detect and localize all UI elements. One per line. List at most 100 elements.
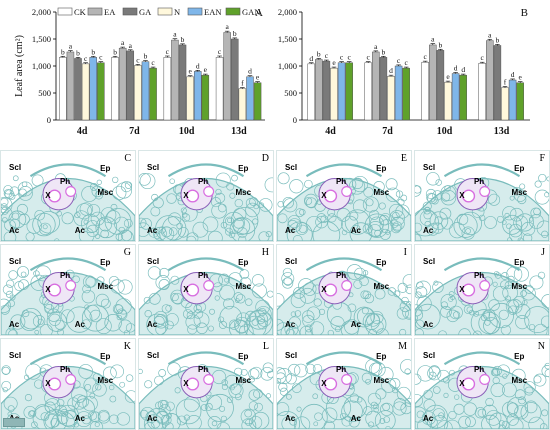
legend-swatch-n [157, 7, 173, 16]
parenchyma-cell [282, 267, 293, 278]
parenchyma-cell [395, 204, 410, 219]
parenchyma-cell [374, 284, 381, 290]
parenchyma-cell [415, 328, 424, 335]
parenchyma-cell [348, 178, 366, 195]
y-tick-label: 500 [284, 88, 297, 98]
parenchyma-cell [96, 179, 102, 185]
sclerenchyma-cap [443, 351, 521, 366]
parenchyma-cell [18, 279, 29, 291]
parenchyma-cell [31, 421, 38, 429]
legend-label-ga: GA [139, 7, 152, 17]
sclerenchyma-cap [29, 351, 107, 366]
leaf-cross-section [139, 257, 273, 335]
parenchyma-cell [509, 228, 523, 241]
bar-ck [364, 62, 372, 121]
tissue-label-x: X [183, 191, 189, 201]
parenchyma-cell [522, 299, 528, 306]
bar-gan [201, 74, 210, 121]
parenchyma-cell [248, 401, 259, 411]
parenchyma-cell [464, 416, 476, 428]
bar-gan [459, 74, 467, 121]
air-cavity-cell [175, 398, 202, 425]
parenchyma-cell [83, 275, 96, 288]
panel-letter: E [400, 153, 407, 164]
panel-letter: L [262, 341, 269, 352]
legend-label-ea: EA [104, 7, 116, 17]
parenchyma-cell [370, 401, 378, 409]
air-cavity-cell [488, 302, 514, 329]
air-cavity-cell [430, 415, 449, 429]
air-cavity-cell [146, 313, 169, 335]
tissue-label-ac: Ac [147, 413, 158, 423]
tissue-label-scl: Scl [9, 162, 22, 172]
parenchyma-cell [490, 382, 505, 398]
parenchyma-cell [365, 198, 374, 207]
parenchyma-cell [223, 298, 235, 310]
parenchyma-cell [281, 416, 297, 429]
air-cavity-cell [286, 221, 313, 241]
tissue-label-ep: Ep [238, 258, 249, 268]
air-cavity-cell [340, 320, 359, 335]
parenchyma-cell [176, 415, 187, 426]
parenchyma-cell [76, 203, 93, 220]
parenchyma-cell [139, 173, 151, 186]
micrograph-panel: Scl Ep Ph X Msc Ac L [138, 338, 274, 430]
parenchyma-cell [155, 275, 171, 290]
parenchyma-cell [369, 209, 380, 220]
significance-letter: c [136, 55, 140, 64]
significance-letter: a [69, 42, 73, 51]
parenchyma-cell [244, 409, 253, 418]
significance-letter: d [454, 63, 458, 72]
parenchyma-cell [393, 290, 401, 298]
tissue-label-ph: Ph [473, 365, 485, 374]
tissue-label-ac: Ac [423, 413, 434, 423]
parenchyma-cell [485, 397, 494, 407]
parenchyma-cell [2, 387, 8, 393]
parenchyma-cell [446, 309, 459, 323]
tissue-label-ac: Ac [350, 319, 361, 329]
parenchyma-cell [362, 290, 372, 300]
panel-letter: D [261, 153, 269, 164]
parenchyma-cell [252, 283, 267, 299]
parenchyma-cell [35, 265, 52, 282]
x-tick-label: 4d [77, 126, 88, 137]
panel-letter: M [398, 341, 407, 352]
bar-ga [436, 50, 445, 121]
air-cavity-cell [341, 215, 359, 233]
air-cavity-cell [344, 209, 371, 235]
parenchyma-cell [440, 293, 457, 310]
significance-letter: c [99, 53, 103, 62]
parenchyma-cell [444, 419, 461, 429]
air-cavity-cell [20, 308, 42, 330]
parenchyma-cell [541, 294, 549, 309]
parenchyma-cell [254, 402, 263, 412]
air-cavity-cell [104, 208, 132, 235]
legend-swatch-ean [187, 7, 203, 16]
parenchyma-cell [207, 416, 222, 429]
parenchyma-cell [220, 221, 228, 229]
parenchyma-cell [265, 393, 271, 399]
parenchyma-cell [320, 215, 329, 223]
parenchyma-cell [432, 408, 446, 422]
parenchyma-cell [119, 381, 126, 388]
parenchyma-cell [415, 286, 428, 298]
parenchyma-cell [5, 327, 17, 335]
air-cavity-cell [357, 307, 376, 326]
parenchyma-cell [423, 389, 433, 400]
parenchyma-cell [148, 292, 161, 305]
air-cavity-cell [146, 407, 170, 429]
parenchyma-cell [159, 267, 170, 279]
parenchyma-cell [433, 280, 439, 286]
parenchyma-cell [245, 418, 253, 427]
y-tick-label: 1,500 [32, 34, 51, 44]
bar-n [81, 63, 90, 121]
parenchyma-cell [381, 377, 397, 393]
parenchyma-cell [5, 290, 14, 299]
significance-letter: c [340, 53, 344, 62]
tissue-label-ac: Ac [147, 319, 158, 329]
air-cavity-cell [424, 404, 448, 429]
parenchyma-cell [89, 392, 96, 399]
parenchyma-cell [106, 210, 121, 225]
bar-ea [486, 40, 494, 121]
parenchyma-cell [8, 329, 18, 335]
